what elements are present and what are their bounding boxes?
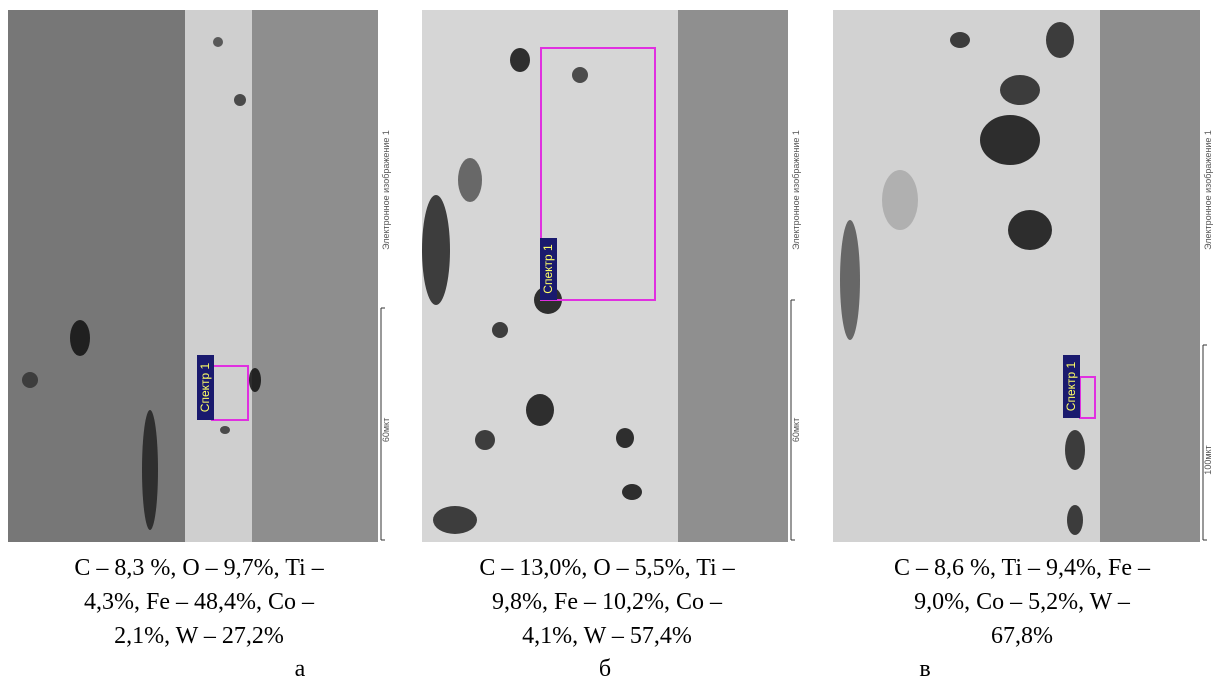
side-label: Электронное изображение 1 [1203,130,1213,250]
image-region [252,10,378,542]
panel-letter: в [919,656,930,682]
caption-line: C – 8,6 %, Ti – 9,4%, Fe – [894,555,1151,581]
pore [622,484,642,500]
scale-label: 60мкт [381,418,391,442]
pore [249,368,261,392]
side-label: Электронное изображение 1 [791,130,801,250]
image-region [833,10,1100,542]
figure: Спектр 1 Электронное изображение 1 60мкт C … [0,0,1213,683]
pore [433,506,477,534]
pore [882,170,918,230]
pore [616,428,634,448]
pore [22,372,38,388]
image-region [678,10,788,542]
pore [234,94,246,106]
pore [1067,505,1083,535]
pore [220,426,230,434]
pore [70,320,90,356]
pore [213,37,223,47]
caption-line: 67,8% [991,623,1053,649]
pore [1008,210,1052,250]
side-strip [788,10,801,542]
pore [422,195,450,305]
side-label: Электронное изображение 1 [381,130,391,250]
pore [1065,430,1085,470]
pore [840,220,860,340]
pore [458,158,482,202]
spectrum-tag: Спектр 1 [1064,361,1078,411]
caption-line: C – 8,3 %, O – 9,7%, Ti – [74,555,324,581]
side-strip [378,10,391,542]
pore [526,394,554,426]
pore [492,322,508,338]
caption-line: C – 13,0%, O – 5,5%, Ti – [479,555,735,581]
spectrum-tag: Спектр 1 [198,362,212,412]
scale-label: 60мкт [791,418,801,442]
panel-letter: б [599,656,611,682]
caption-line: 4,3%, Fe – 48,4%, Co – [84,589,315,615]
spectrum-tag: Спектр 1 [541,244,555,294]
pore [510,48,530,72]
image-region [1100,10,1200,542]
image-region [185,10,252,542]
pore [1000,75,1040,105]
pore [572,67,588,83]
caption-line: 4,1%, W – 57,4% [522,623,692,649]
pore [475,430,495,450]
image-region [8,10,185,542]
pore [142,410,158,530]
panel-letter: а [295,656,306,682]
caption-line: 2,1%, W – 27,2% [114,623,284,649]
pore [980,115,1040,165]
caption-line: 9,0%, Co – 5,2%, W – [914,589,1131,615]
pore [950,32,970,48]
scale-label: 100мкт [1203,445,1213,474]
pore [1046,22,1074,58]
caption-line: 9,8%, Fe – 10,2%, Co – [492,589,723,615]
